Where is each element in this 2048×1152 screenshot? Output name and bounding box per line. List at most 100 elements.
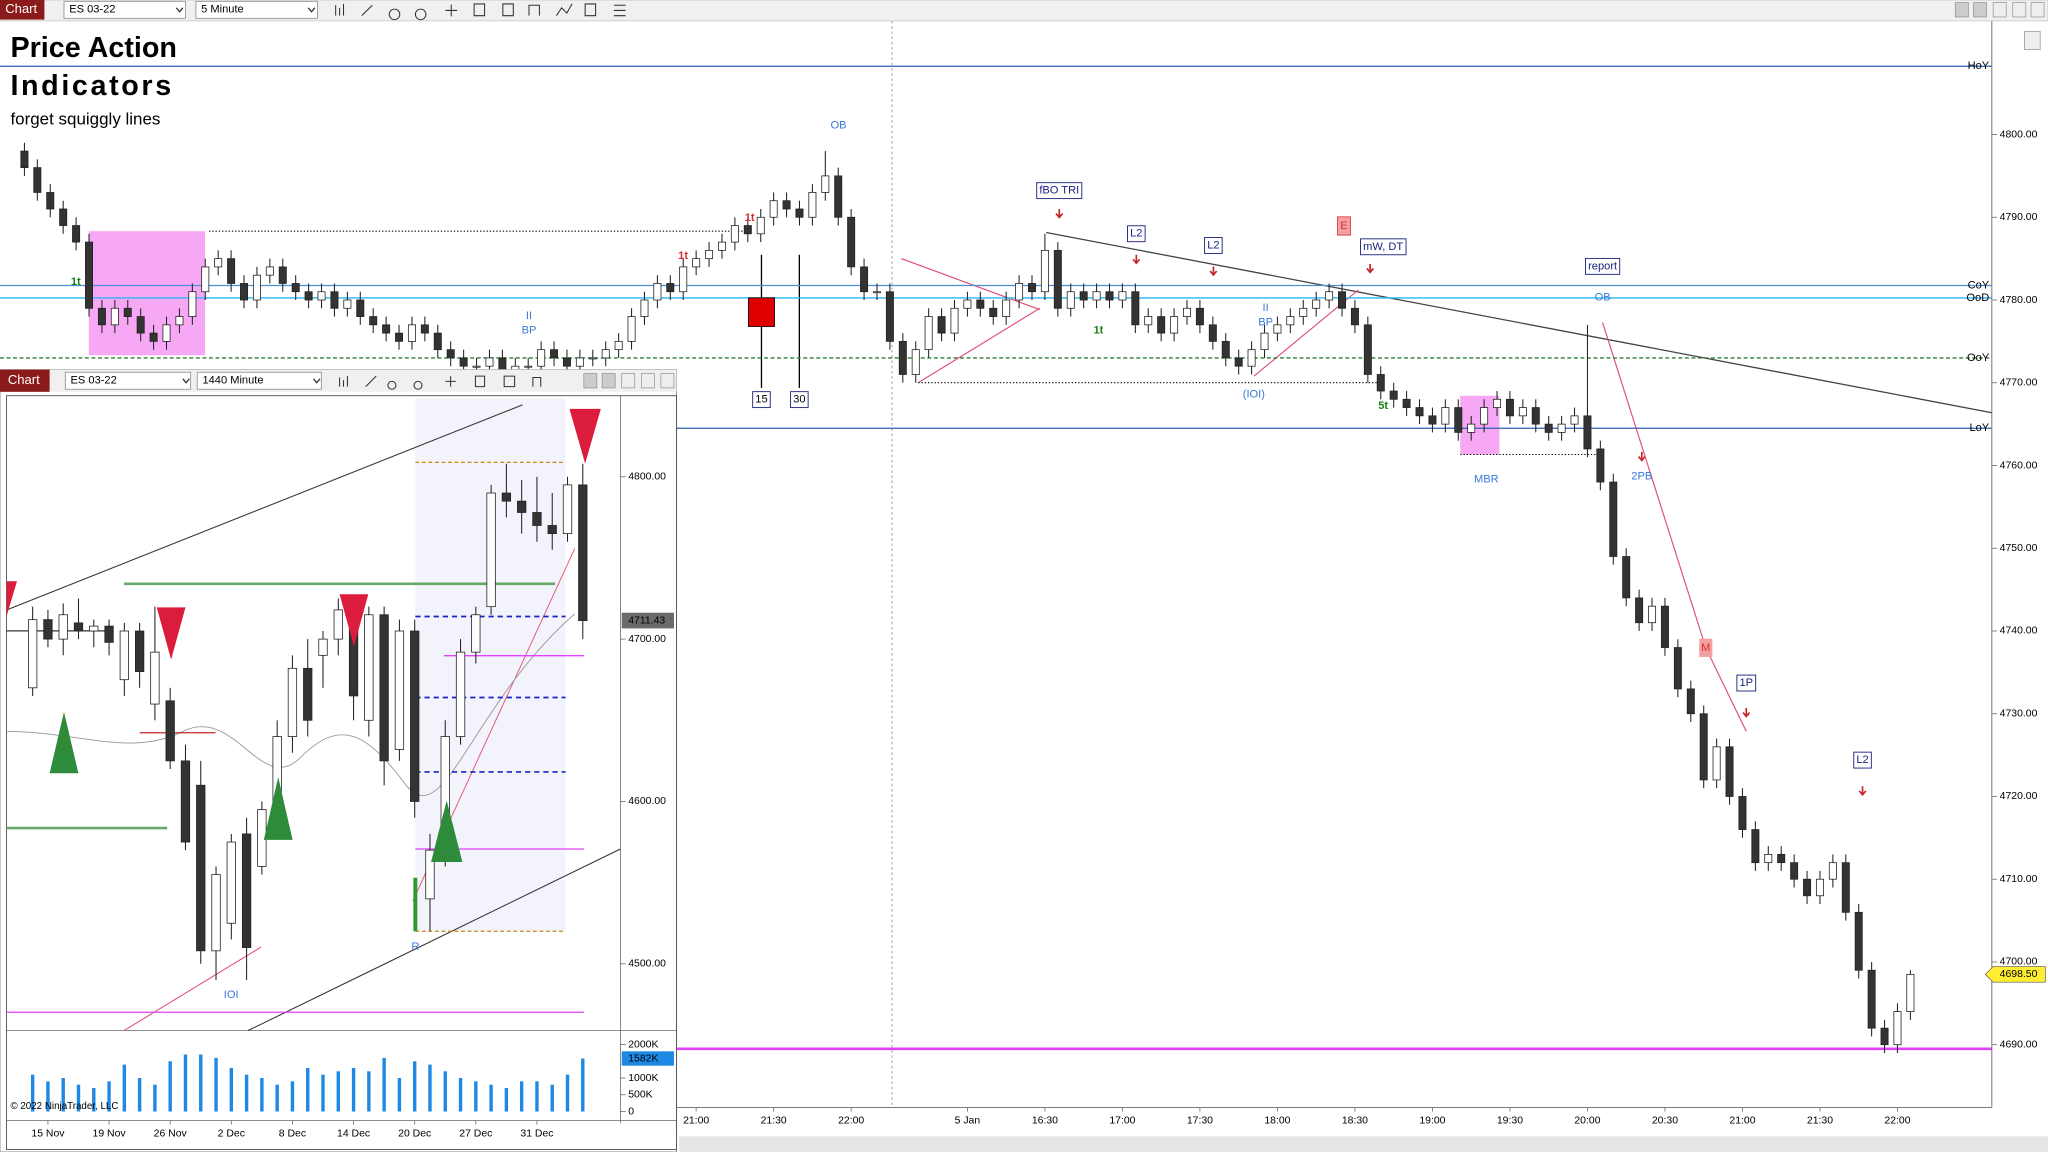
- candle-body: [180, 760, 191, 843]
- candle-body: [640, 299, 649, 317]
- window-button[interactable]: [2012, 2, 2027, 18]
- inset-markers: IOI R © 2022 NinjaTrader, LLC: [6, 408, 601, 1112]
- chart-tab[interactable]: [0, 0, 45, 20]
- level-label: OoD: [1966, 292, 1989, 304]
- interval-select[interactable]: [195, 0, 318, 19]
- instrument-select[interactable]: [63, 0, 186, 19]
- annotation-box: [1204, 237, 1223, 254]
- volume-bar: [565, 1074, 570, 1112]
- candle-body: [950, 307, 959, 334]
- candle-body: [1441, 407, 1450, 425]
- volume-bar: [306, 1067, 310, 1112]
- window-button[interactable]: [1973, 2, 1987, 18]
- candle-body: [291, 283, 300, 293]
- y-tick-label: 4800.00: [2000, 129, 2038, 140]
- signal-arrows: [1055, 208, 1867, 797]
- candle-body: [43, 619, 53, 640]
- candle-body: [136, 316, 145, 334]
- annotation: 1t: [745, 212, 755, 224]
- window-button[interactable]: [601, 373, 616, 389]
- annotation: II: [1263, 302, 1269, 314]
- volume-bar: [367, 1071, 371, 1112]
- candle-body: [287, 667, 298, 737]
- annotation-box: [1853, 751, 1872, 769]
- inset-instrument-select[interactable]: [64, 371, 192, 390]
- inset-panel: [6, 395, 677, 1150]
- window-button[interactable]: [640, 373, 655, 389]
- y-tick-label: 4740.00: [2000, 626, 2038, 637]
- candle-body: [588, 357, 597, 360]
- candle-body: [1699, 713, 1708, 781]
- candle-body: [924, 316, 933, 351]
- candle-body: [472, 365, 481, 368]
- candle-body: [123, 307, 132, 317]
- inset-interval-select[interactable]: [196, 371, 322, 390]
- candle-body: [1221, 340, 1230, 359]
- scrollbar[interactable]: [679, 1136, 2048, 1152]
- copyright: © 2022 NinjaTrader, LLC: [10, 1101, 118, 1112]
- candle-body: [134, 630, 145, 672]
- candle-body: [1247, 349, 1256, 367]
- candle-body: [1428, 415, 1437, 425]
- candle-body: [89, 625, 99, 632]
- candle-body: [743, 225, 752, 235]
- candle-body: [356, 299, 365, 317]
- candle-body: [1725, 746, 1734, 797]
- annotation: report: [1588, 260, 1617, 272]
- x-tick-label: 31 Dec: [520, 1128, 553, 1139]
- candle-body: [1880, 1027, 1889, 1046]
- window-button[interactable]: [583, 373, 598, 389]
- volume-bar: [474, 1081, 478, 1112]
- candle-body: [963, 299, 972, 309]
- x-tick-label: 20:00: [1574, 1115, 1600, 1126]
- level-label: HoY: [1968, 60, 1990, 72]
- window-button[interactable]: [1954, 2, 1969, 18]
- volume-bar: [290, 1081, 295, 1112]
- annotation: L2: [1130, 228, 1142, 240]
- annotation: 15: [755, 394, 767, 406]
- y-tick-label: 4700.00: [2000, 957, 2038, 968]
- candle-body: [150, 651, 160, 705]
- window-close[interactable]: [2030, 2, 2045, 18]
- x-tick-label: 20 Dec: [398, 1128, 431, 1139]
- candle-body: [1053, 249, 1062, 309]
- panel-button[interactable]: [2024, 30, 2041, 51]
- candle-body: [196, 784, 206, 952]
- candle-body: [1622, 556, 1631, 599]
- annotation: 1t: [1094, 324, 1104, 336]
- x-tick-label: 22:00: [1884, 1115, 1910, 1126]
- candle-body: [782, 200, 791, 210]
- candle-body: [1531, 407, 1540, 425]
- signal-box: [1699, 638, 1713, 657]
- volume-bar: [458, 1078, 463, 1112]
- candle-body: [547, 525, 557, 534]
- candle-body: [1144, 316, 1153, 326]
- window-button[interactable]: [1992, 2, 2007, 18]
- header-title: Price Action: [10, 32, 177, 64]
- x-tick-label: 26 Nov: [154, 1128, 188, 1139]
- annotation: 1t: [71, 276, 81, 288]
- candle-body: [562, 357, 571, 367]
- candle-body: [1105, 291, 1114, 301]
- candle-body: [1777, 854, 1786, 864]
- annotation: II: [526, 310, 532, 322]
- x-tick-label: 2 Dec: [218, 1128, 245, 1139]
- inset-target-lines: [415, 615, 566, 773]
- window-close[interactable]: [660, 373, 675, 389]
- inset-tab[interactable]: [0, 369, 50, 392]
- annotation: fBO TRI: [1039, 185, 1079, 197]
- y-tick-label: 4600.00: [628, 796, 666, 807]
- y-tick-label: 4790.00: [2000, 212, 2038, 223]
- inset-range-lines: [415, 461, 566, 932]
- candle-body: [59, 208, 68, 226]
- trend-line: [917, 307, 1040, 384]
- tool-icons[interactable]: [335, 3, 626, 21]
- window-button[interactable]: [621, 373, 636, 389]
- annotation: 1t: [678, 250, 688, 262]
- inset-window: Chart ES 03-22 1440 Minute: [0, 369, 678, 1152]
- annotation: 2PB: [1631, 471, 1652, 483]
- candle-body: [937, 316, 946, 334]
